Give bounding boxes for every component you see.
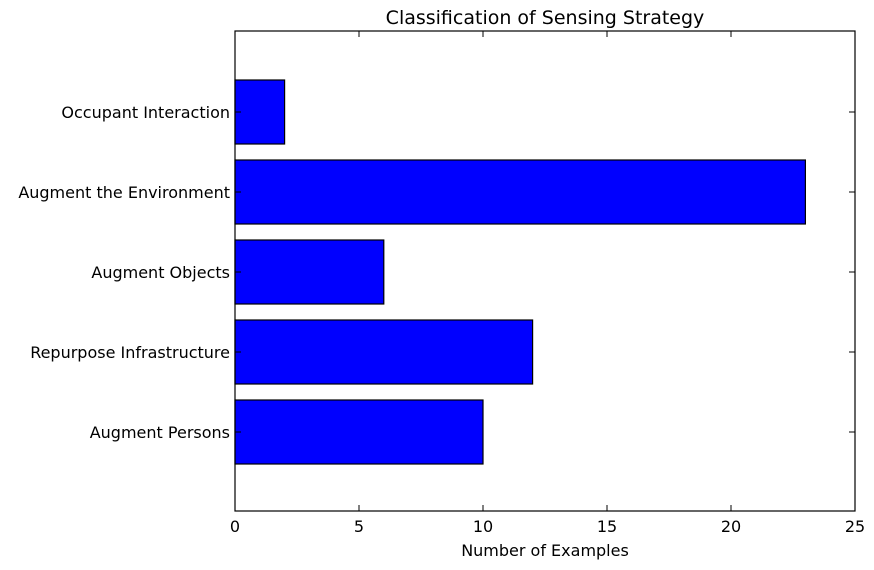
bar-augment-the-environment — [234, 159, 807, 225]
x-tick-label-0: 0 — [230, 517, 240, 536]
y-tick-label-augment-objects: Augment Objects — [91, 263, 230, 282]
bar-augment-persons — [234, 399, 484, 465]
x-tick-label-25: 25 — [845, 517, 865, 536]
y-tick-label-occupant-interaction: Occupant Interaction — [61, 103, 230, 122]
x-tick-label-20: 20 — [721, 517, 741, 536]
x-tick-label-15: 15 — [597, 517, 617, 536]
y-tick-label-augment-persons: Augment Persons — [90, 423, 230, 442]
y-tick-label-repurpose-infrastructure: Repurpose Infrastructure — [30, 343, 230, 362]
x-tick-label-5: 5 — [354, 517, 364, 536]
x-axis: 0 5 10 15 20 25 — [230, 31, 865, 536]
x-tick-label-10: 10 — [473, 517, 493, 536]
plot-frame — [234, 30, 856, 512]
y-tick-label-augment-the-environment: Augment the Environment — [18, 183, 230, 202]
bars-group — [234, 79, 807, 465]
x-axis-label: Number of Examples — [461, 541, 629, 560]
chart-title: Classification of Sensing Strategy — [386, 7, 705, 29]
bar-repurpose-infrastructure — [234, 319, 534, 385]
bar-occupant-interaction — [234, 79, 286, 145]
bar-augment-objects — [234, 239, 385, 305]
y-axis: Augment Persons Repurpose Infrastructure A… — [18, 103, 855, 442]
